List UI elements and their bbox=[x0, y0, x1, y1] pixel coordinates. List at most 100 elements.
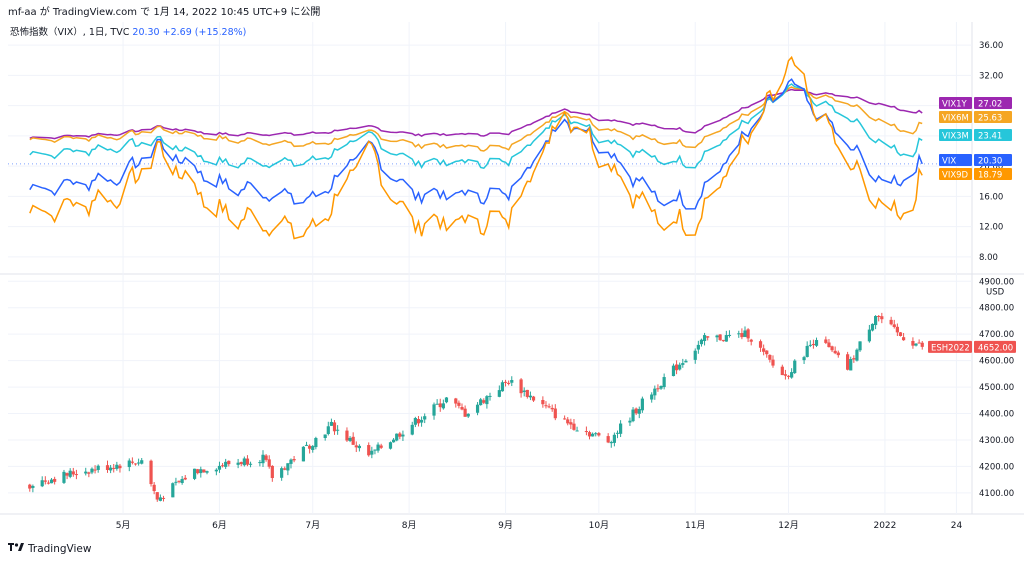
candle-body bbox=[192, 468, 197, 479]
candle-body bbox=[920, 342, 924, 347]
candle bbox=[656, 384, 660, 392]
candle-body bbox=[852, 358, 856, 360]
candle-body bbox=[180, 479, 184, 484]
candle bbox=[31, 484, 35, 493]
candle-body bbox=[345, 430, 349, 441]
candle bbox=[267, 455, 271, 469]
candle bbox=[286, 463, 290, 476]
candle bbox=[858, 341, 862, 352]
candle bbox=[780, 364, 784, 376]
candle bbox=[637, 406, 641, 419]
candle-body bbox=[597, 433, 601, 436]
badge-value: 20.30 bbox=[978, 157, 1002, 167]
candle bbox=[46, 480, 51, 485]
candle bbox=[793, 359, 797, 375]
candle-body bbox=[171, 483, 175, 498]
candle bbox=[870, 323, 875, 332]
candle bbox=[62, 469, 66, 484]
candle-body bbox=[488, 395, 492, 397]
candle bbox=[96, 464, 100, 473]
candle-body bbox=[880, 316, 884, 320]
candle bbox=[196, 468, 200, 475]
candle bbox=[544, 401, 548, 409]
candle-body bbox=[93, 469, 97, 471]
badge-vix6m[interactable]: VIX6M 25.63 bbox=[939, 111, 1012, 124]
candle-body bbox=[227, 460, 231, 465]
candle bbox=[721, 339, 725, 342]
candle bbox=[370, 446, 374, 459]
candle-body bbox=[199, 469, 203, 474]
candle bbox=[264, 454, 268, 462]
candle-body bbox=[466, 413, 470, 417]
candle bbox=[214, 468, 218, 476]
x-tick-label: 12月 bbox=[778, 520, 798, 531]
candle bbox=[833, 346, 837, 355]
badge-value: 27.02 bbox=[978, 100, 1002, 110]
candle bbox=[308, 444, 312, 454]
candle bbox=[519, 378, 523, 398]
badge-vix1y[interactable]: VIX1Y 27.02 bbox=[939, 97, 1012, 110]
candle-body bbox=[503, 381, 508, 383]
candle-body bbox=[569, 422, 573, 425]
candle bbox=[653, 385, 657, 400]
y-tick-label: 12.00 bbox=[979, 223, 1003, 233]
y-tick-label: 8.00 bbox=[979, 253, 998, 263]
candle-body bbox=[762, 348, 766, 352]
candle-body bbox=[392, 439, 396, 443]
candle-body bbox=[423, 416, 427, 420]
candle-body bbox=[824, 339, 828, 343]
grid-lines bbox=[0, 22, 1024, 515]
y-tick-label: 4900.00 bbox=[979, 277, 1014, 287]
candle-body bbox=[245, 458, 250, 465]
candle bbox=[149, 459, 153, 487]
candle-body bbox=[326, 426, 330, 434]
candle-body bbox=[519, 379, 523, 394]
candle-body bbox=[413, 418, 417, 425]
candle bbox=[280, 466, 284, 481]
badge-vix3m[interactable]: VIX3M 23.41 bbox=[939, 129, 1012, 142]
badge-esh2022[interactable]: ESH2022 4652.00 bbox=[928, 340, 1016, 354]
candle-body bbox=[612, 434, 616, 443]
candle bbox=[152, 482, 156, 495]
candle-body bbox=[62, 471, 66, 483]
candle bbox=[541, 396, 545, 408]
candle-body bbox=[858, 341, 862, 351]
candle-body bbox=[398, 433, 402, 437]
candle-body bbox=[507, 382, 511, 384]
candle bbox=[87, 471, 91, 478]
candle bbox=[43, 476, 47, 485]
candle-body bbox=[827, 342, 831, 348]
badge-name: VIX1Y bbox=[942, 100, 968, 110]
candle bbox=[392, 438, 396, 443]
candle bbox=[531, 395, 536, 402]
candle bbox=[311, 444, 315, 453]
candle-body bbox=[584, 431, 588, 433]
badge-vix[interactable]: VIX 20.30 bbox=[939, 154, 1012, 167]
candle bbox=[507, 380, 511, 386]
candle bbox=[566, 417, 570, 426]
candle-body bbox=[833, 350, 837, 354]
candle-body bbox=[463, 408, 467, 417]
badge-vix9d[interactable]: VIX9D 18.79 bbox=[939, 168, 1012, 181]
y-tick-label: 4300.00 bbox=[979, 436, 1014, 446]
candle bbox=[911, 337, 915, 349]
chart-legend[interactable]: 恐怖指数（VIX）, 1日, TVC 20.30 +2.69 (+15.28%) bbox=[10, 24, 246, 38]
candle-body bbox=[261, 454, 265, 464]
x-tick-label: 24 bbox=[951, 521, 963, 531]
badge-value: 4652.00 bbox=[978, 343, 1013, 353]
candle-body bbox=[220, 465, 225, 467]
candle-body bbox=[640, 398, 644, 411]
candle-body bbox=[40, 480, 44, 487]
y-tick-label: 4600.00 bbox=[979, 357, 1014, 367]
candle bbox=[68, 468, 72, 479]
candle bbox=[808, 340, 812, 348]
candle-body bbox=[416, 419, 421, 424]
candle bbox=[619, 420, 623, 438]
candle bbox=[373, 449, 377, 455]
tradingview-brand[interactable]: TradingView bbox=[8, 542, 91, 555]
candle-body bbox=[248, 463, 253, 465]
candle-body bbox=[441, 403, 445, 409]
candle bbox=[292, 455, 296, 463]
candle-body bbox=[811, 343, 816, 346]
